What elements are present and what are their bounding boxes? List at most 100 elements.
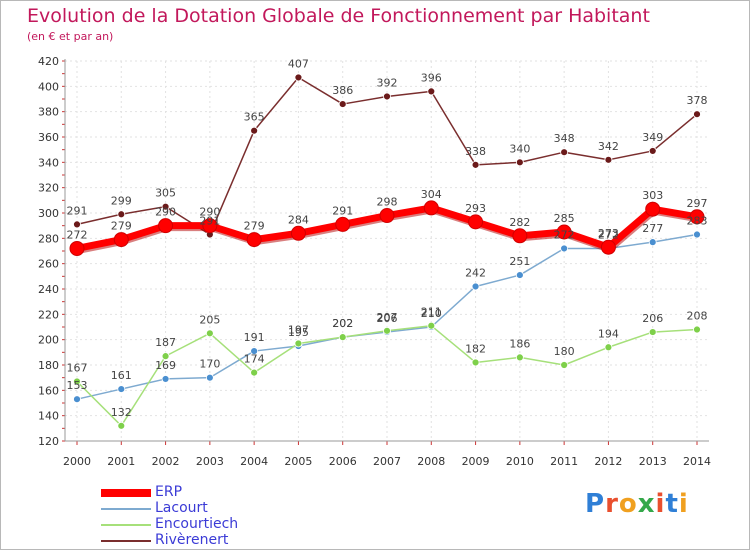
legend-label: Lacourt: [155, 500, 208, 516]
data-label-erp: 297: [687, 197, 708, 210]
data-label-lacourt: 161: [111, 369, 132, 382]
point-lacourt: [648, 238, 657, 247]
point-encourtiech: [648, 328, 657, 336]
data-label-riv-renert: 365: [244, 111, 265, 124]
point-lacourt: [250, 347, 259, 355]
data-label-encourtiech: 174: [244, 353, 265, 366]
x-tick-label: 2012: [594, 455, 622, 468]
data-label-erp: 282: [509, 216, 530, 229]
point-riv-renert: [648, 147, 657, 155]
y-tick-label: 340: [38, 156, 59, 169]
data-label-encourtiech: 182: [465, 342, 486, 355]
x-tick-label: 2007: [373, 455, 401, 468]
point-lacourt: [560, 244, 569, 253]
legend-swatch: [101, 508, 151, 510]
y-tick-label: 220: [38, 308, 59, 321]
series-group: [69, 73, 705, 430]
data-label-lacourt: 202: [332, 317, 353, 330]
y-tick-label: 180: [38, 359, 59, 372]
point-encourtiech: [161, 352, 170, 361]
data-label-lacourt: 206: [377, 312, 398, 325]
point-riv-renert: [73, 220, 81, 229]
legend: ERP Lacourt Encourtiech Rivèrenert: [101, 484, 361, 549]
data-label-encourtiech: 211: [421, 306, 442, 319]
data-label-encourtiech: 186: [509, 337, 530, 350]
data-label-lacourt: 210: [421, 307, 442, 320]
logo-letter: i: [655, 489, 666, 519]
point-riv-renert: [250, 126, 259, 135]
data-label-lacourt: 170: [199, 358, 220, 371]
legend-item: ERP: [101, 484, 361, 501]
point-lacourt: [693, 230, 701, 239]
x-tick-label: 2004: [240, 455, 268, 468]
point-erp: [158, 218, 174, 234]
data-label-lacourt: 195: [288, 326, 309, 339]
x-tick-label: 2011: [550, 455, 578, 468]
point-encourtiech: [250, 368, 259, 377]
data-label-riv-renert: 299: [111, 194, 132, 207]
y-tick-label: 360: [38, 131, 59, 144]
data-label-riv-renert: 291: [67, 204, 88, 217]
y-tick-label: 120: [38, 435, 59, 448]
data-label-riv-renert: 338: [465, 145, 486, 158]
point-encourtiech: [471, 358, 480, 367]
axes: 120 140 160 180 200 220 240 260 280 300 320 340 360 3…: [38, 55, 711, 468]
logo-letter: r: [605, 489, 619, 519]
data-label-riv-renert: 407: [288, 57, 309, 70]
data-label-encourtiech: 167: [67, 361, 88, 374]
point-encourtiech: [693, 325, 701, 334]
grid: [65, 60, 709, 442]
x-tick-label: 2001: [107, 455, 135, 468]
data-label-erp: 298: [377, 196, 398, 209]
legend-swatch: [101, 540, 151, 542]
point-riv-renert: [161, 202, 170, 211]
point-encourtiech: [117, 421, 126, 430]
x-tick-label: 2000: [63, 455, 91, 468]
data-label-encourtiech: 132: [111, 406, 132, 419]
point-erp: [69, 240, 85, 256]
data-label-encourtiech: 207: [377, 311, 398, 324]
point-riv-renert: [515, 158, 524, 167]
legend-item: Lacourt: [101, 500, 361, 517]
data-label-lacourt: 169: [155, 359, 176, 372]
point-erp: [290, 225, 306, 241]
data-label-riv-renert: 291: [199, 215, 220, 228]
point-riv-renert: [693, 110, 701, 119]
data-label-erp: 279: [111, 220, 132, 233]
point-erp: [335, 216, 351, 232]
data-label-erp: 304: [421, 188, 442, 201]
data-label-riv-renert: 342: [598, 140, 619, 153]
data-label-erp: 272: [67, 228, 88, 241]
point-erp: [512, 228, 528, 244]
data-label-encourtiech: 197: [288, 323, 309, 336]
point-encourtiech: [427, 321, 436, 330]
legend-item: Rivèrenert: [101, 532, 361, 549]
point-riv-renert: [338, 100, 347, 108]
point-riv-renert: [294, 73, 303, 82]
data-label-erp: 284: [288, 213, 309, 226]
y-tick-label: 140: [38, 410, 59, 423]
data-label-erp: 303: [642, 189, 663, 202]
point-encourtiech: [205, 329, 214, 338]
x-tick-label: 2009: [462, 455, 490, 468]
point-encourtiech: [294, 339, 303, 348]
chart-title: Evolution de la Dotation Globale de Fonc…: [27, 5, 650, 27]
point-erp: [202, 218, 218, 234]
data-label-riv-renert: 392: [377, 76, 398, 89]
point-erp: [689, 209, 705, 225]
data-label-erp: 293: [465, 202, 486, 215]
data-label-lacourt: 251: [509, 255, 530, 268]
y-tick-label: 160: [38, 384, 59, 397]
point-riv-renert: [427, 87, 436, 96]
data-label-lacourt: 191: [244, 331, 265, 344]
point-erp: [423, 200, 439, 216]
proxiti-logo: Proxiti: [585, 489, 689, 519]
point-riv-renert: [471, 160, 480, 169]
data-label-erp: 273: [598, 227, 619, 240]
legend-swatch: [101, 489, 151, 497]
point-lacourt: [161, 375, 170, 383]
point-encourtiech: [73, 377, 81, 386]
data-label-lacourt: 153: [67, 379, 88, 392]
